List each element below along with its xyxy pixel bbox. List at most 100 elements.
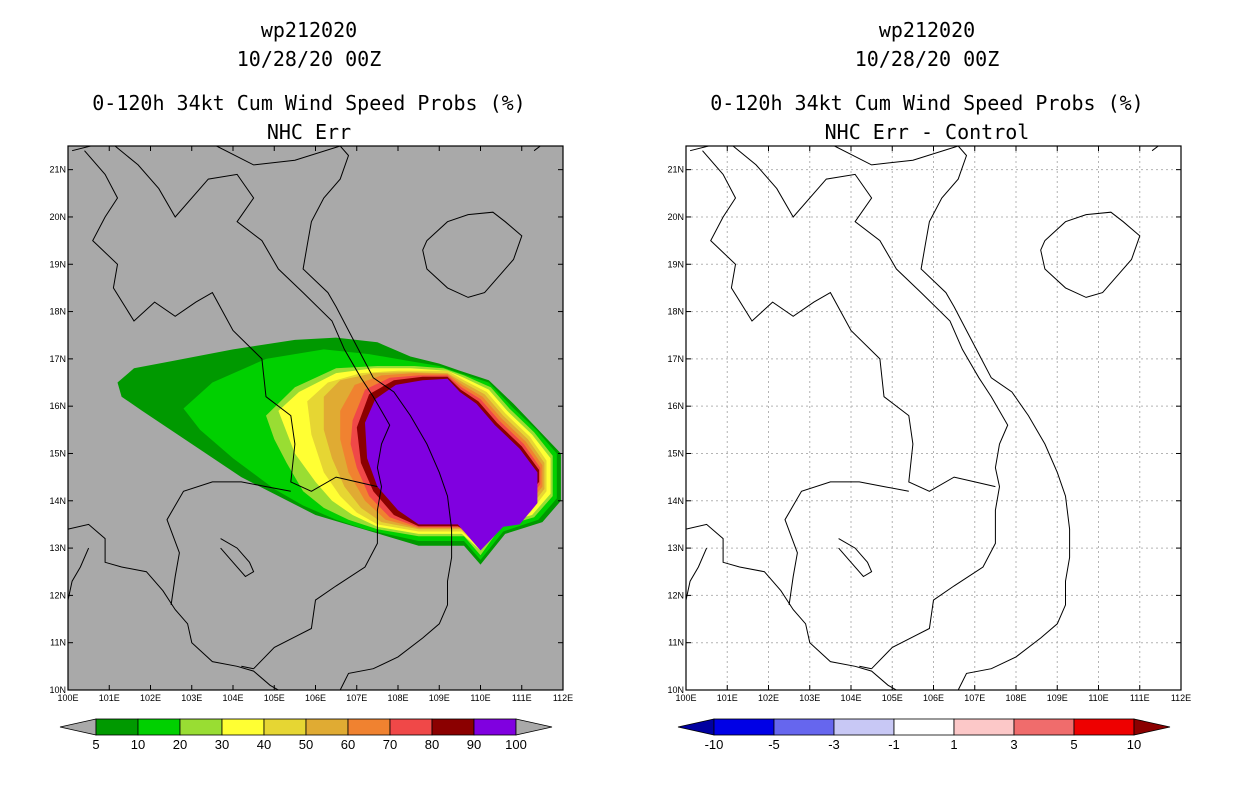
colorbar-label: 5 (1070, 737, 1077, 752)
x-tick-label: 107E (346, 693, 367, 703)
colorbar-label: 70 (383, 737, 397, 752)
colorbar-label: 10 (1127, 737, 1141, 752)
y-tick-label: 12N (667, 590, 684, 600)
panel-nhc-err-control: wp212020 10/28/20 00Z 0-120h 34kt Cum Wi… (618, 0, 1236, 800)
y-tick-label: 15N (49, 448, 66, 458)
country-border (859, 665, 872, 670)
colorbar-swatch (389, 718, 433, 736)
country-border (702, 150, 996, 492)
x-tick-label: 105E (264, 693, 285, 703)
y-tick-label: 12N (49, 590, 66, 600)
colorbar-swatch (179, 718, 223, 736)
colorbar-label: 40 (257, 737, 271, 752)
coastline (422, 211, 523, 298)
colorbar-over-triangle (515, 718, 553, 736)
storm-id-label: wp212020 (260, 18, 358, 42)
storm-id-label: wp212020 (878, 18, 976, 42)
x-tick-label: 109E (429, 693, 450, 703)
colorbar-label: 10 (131, 737, 145, 752)
colorbar-swatch (1013, 718, 1075, 736)
y-tick-label: 13N (667, 543, 684, 553)
x-tick-label: 104E (222, 693, 243, 703)
x-tick-label: 100E (675, 693, 696, 703)
colorbar-swatch (893, 718, 955, 736)
y-tick-label: 14N (667, 496, 684, 506)
colorbar-label: 20 (173, 737, 187, 752)
x-tick-label: 105E (882, 693, 903, 703)
colorbar-label: 100 (505, 737, 527, 752)
y-tick-label: 17N (667, 354, 684, 364)
colorbar-swatch (833, 718, 895, 736)
colorbar-swatch (953, 718, 1015, 736)
y-tick-label: 18N (667, 307, 684, 317)
x-tick-label: 100E (57, 693, 78, 703)
colorbar-label: 90 (467, 737, 481, 752)
y-tick-label: 10N (667, 685, 684, 695)
y-tick-label: 18N (49, 307, 66, 317)
plot-layer (68, 146, 563, 690)
colorbar-label: 50 (299, 737, 313, 752)
colorbar-label: 5 (92, 737, 99, 752)
y-tick-label: 19N (667, 259, 684, 269)
lake-outline (220, 538, 255, 578)
y-tick-label: 20N (667, 212, 684, 222)
y-tick-label: 21N (667, 165, 684, 175)
colorbar-swatch (221, 718, 265, 736)
colorbar-swatch (431, 718, 475, 736)
country-border (784, 481, 909, 605)
x-tick-label: 102E (140, 693, 161, 703)
y-tick-label: 17N (49, 354, 66, 364)
x-tick-label: 104E (840, 693, 861, 703)
datetime-label: 10/28/20 00Z (854, 47, 1000, 71)
y-tick-label: 19N (49, 259, 66, 269)
x-tick-label: 101E (99, 693, 120, 703)
y-tick-label: 11N (50, 638, 66, 648)
colorbar-label: 3 (1010, 737, 1017, 752)
colorbar-label: -5 (768, 737, 780, 752)
colorbar-label: 1 (950, 737, 957, 752)
colorbar-swatch (473, 718, 517, 736)
contour-level-90 (365, 378, 538, 551)
x-tick-label: 106E (305, 693, 326, 703)
y-tick-label: 20N (49, 212, 66, 222)
y-tick-label: 21N (49, 165, 66, 175)
colorbar-label: -3 (828, 737, 840, 752)
country-border (689, 146, 1009, 670)
y-tick-label: 13N (49, 543, 66, 553)
y-tick-label: 14N (49, 496, 66, 506)
colorbar-swatch (713, 718, 775, 736)
chart-title: 0-120h 34kt Cum Wind Speed Probs (%) (710, 91, 1144, 115)
colorbar-label: 30 (215, 737, 229, 752)
colorbar-under-triangle (59, 718, 97, 736)
chart-subtitle: NHC Err (266, 120, 352, 144)
colorbar-swatch (347, 718, 391, 736)
y-tick-label: 11N (668, 638, 684, 648)
colorbar-swatch (95, 718, 139, 736)
x-tick-label: 111E (1130, 693, 1150, 703)
x-tick-label: 107E (964, 693, 985, 703)
x-tick-label: 102E (758, 693, 779, 703)
coastline (216, 146, 453, 690)
y-tick-label: 16N (49, 401, 66, 411)
coastline (834, 146, 1071, 690)
y-tick-label: 16N (667, 401, 684, 411)
coastline (686, 547, 708, 601)
colorbar-label: -10 (705, 737, 724, 752)
x-tick-label: 101E (717, 693, 738, 703)
x-tick-label: 110E (470, 693, 490, 703)
coastline (1040, 211, 1141, 298)
plot-layer (686, 146, 1181, 690)
x-tick-label: 109E (1047, 693, 1068, 703)
colorbar-under-triangle (677, 718, 715, 736)
country-border (71, 146, 391, 670)
colorbar-swatch (137, 718, 181, 736)
x-tick-label: 112E (1171, 693, 1191, 703)
coastline (68, 547, 90, 601)
colorbar-label: 60 (341, 737, 355, 752)
colorbar-label: 80 (425, 737, 439, 752)
x-tick-label: 108E (387, 693, 408, 703)
map-chart-left: 100E 101E 102E 103E 104E 105E 106E 107E 108E 109E… (49, 145, 573, 752)
colorbar-swatch (773, 718, 835, 736)
x-tick-label: 106E (923, 693, 944, 703)
lake-outline (838, 538, 873, 578)
